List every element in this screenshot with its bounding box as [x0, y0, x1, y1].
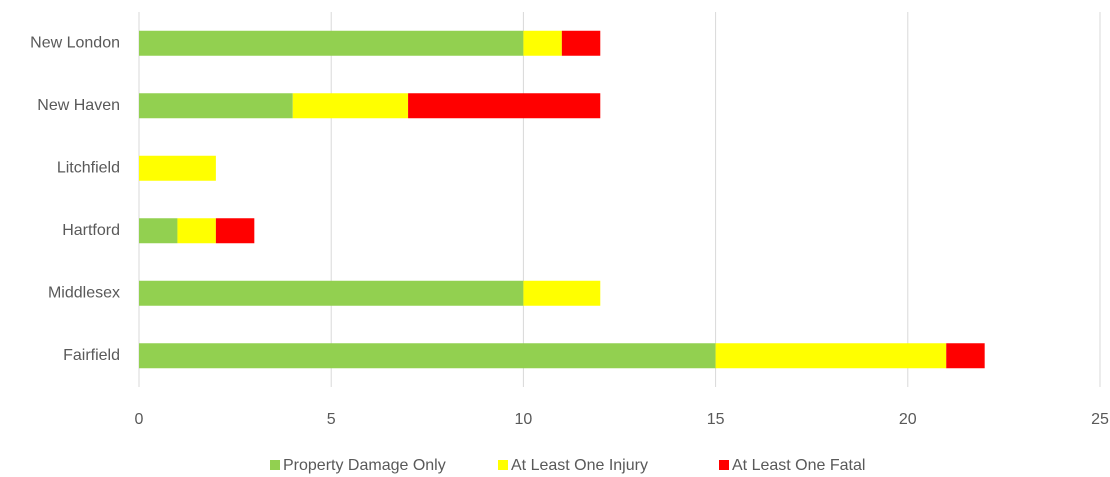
y-tick-label: Hartford	[62, 222, 120, 239]
bar-segment	[139, 280, 524, 306]
x-tick-label: 25	[1091, 411, 1109, 428]
bar-segment	[139, 30, 524, 56]
x-tick-label: 10	[515, 411, 533, 428]
bar-segment	[561, 30, 601, 56]
bar-segment	[523, 280, 601, 306]
bar-segment	[139, 155, 216, 181]
bar-segment	[946, 343, 985, 369]
x-tick-label: 15	[707, 411, 725, 428]
bar-segment	[139, 343, 716, 369]
bar-segment	[215, 218, 255, 244]
legend-label: At Least One Injury	[511, 457, 648, 474]
y-tick-label: Middlesex	[48, 284, 120, 301]
x-tick-label: 0	[135, 411, 144, 428]
legend-swatch	[270, 460, 280, 470]
bar-segment	[715, 343, 947, 369]
bar-segment	[177, 218, 216, 244]
bar-segment	[139, 218, 178, 244]
bar-segment	[292, 93, 409, 119]
legend-swatch	[719, 460, 729, 470]
y-tick-label: New Haven	[37, 97, 120, 114]
y-tick-label: Fairfield	[63, 347, 120, 364]
x-tick-label: 5	[327, 411, 336, 428]
legend-label: At Least One Fatal	[732, 457, 865, 474]
bar-segment	[139, 93, 293, 119]
bar-segment	[523, 30, 562, 56]
y-tick-label: Litchfield	[57, 159, 120, 176]
bar-segment	[408, 93, 601, 119]
legend-label: Property Damage Only	[283, 457, 446, 474]
legend-swatch	[498, 460, 508, 470]
y-tick-label: New London	[30, 34, 120, 51]
x-tick-label: 20	[899, 411, 917, 428]
